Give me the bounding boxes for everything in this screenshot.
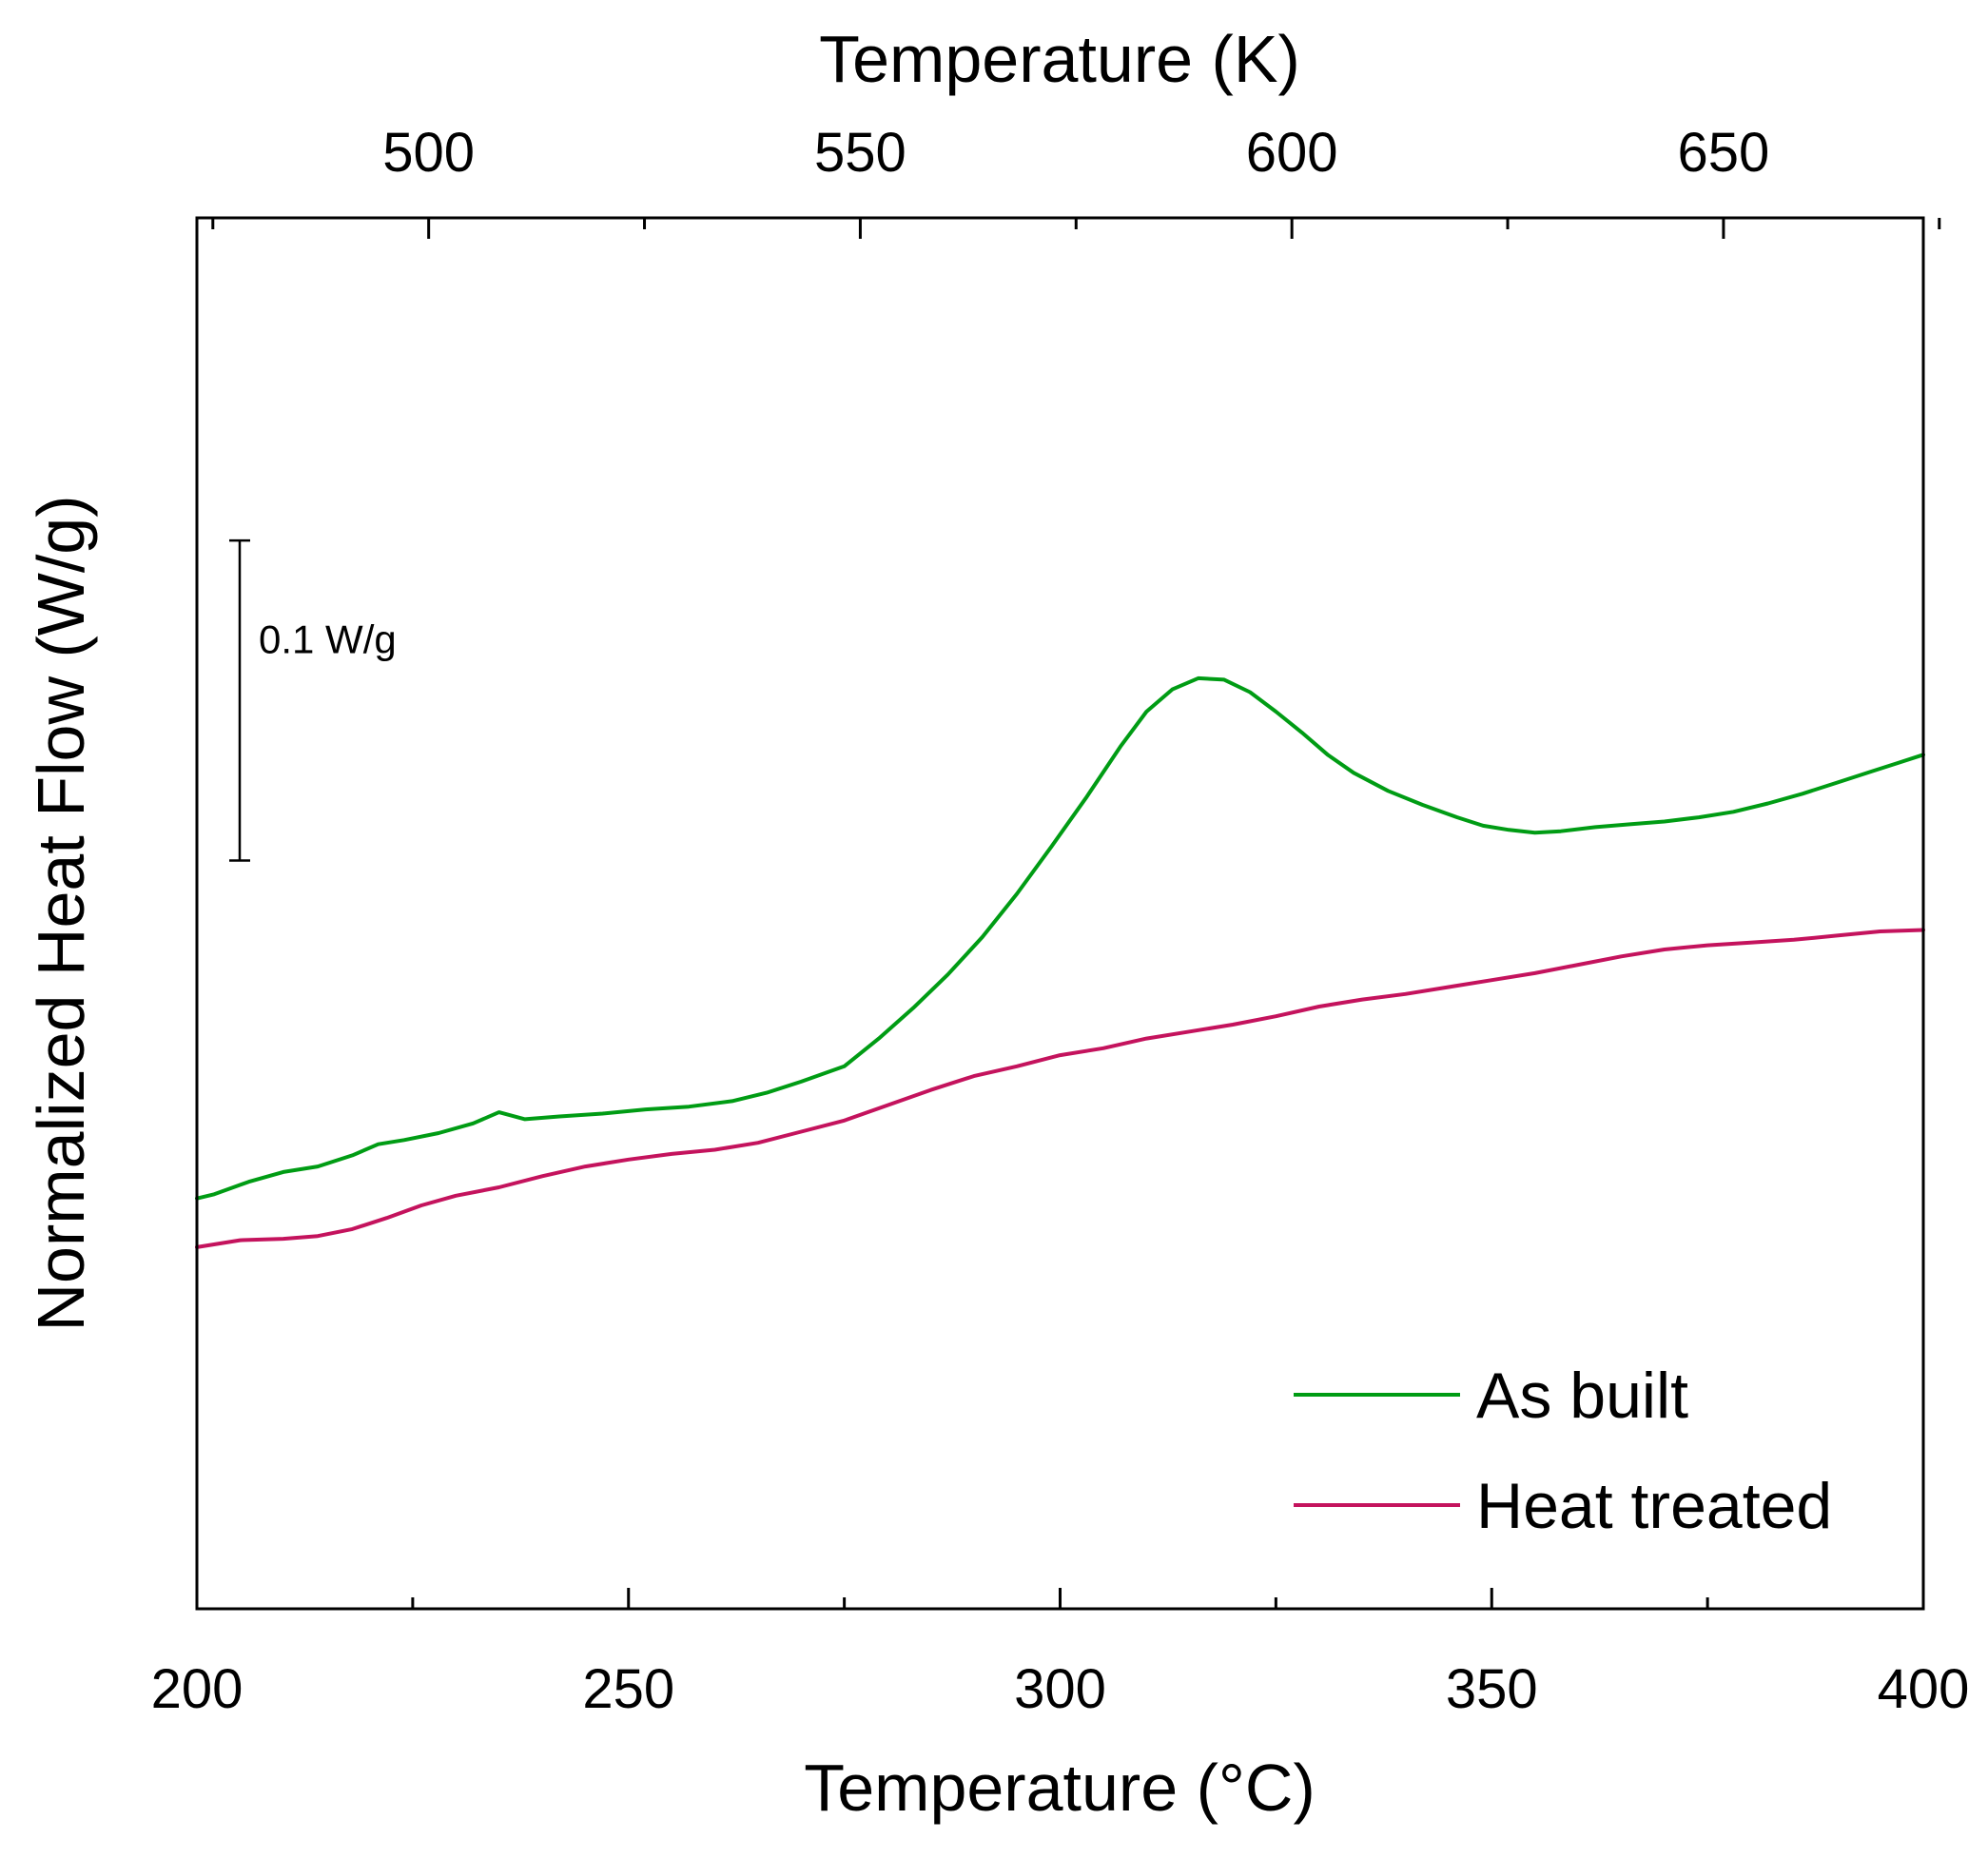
scale-bar: 0.1 W/g <box>229 538 397 862</box>
scale-bar-label: 0.1 W/g <box>259 616 397 661</box>
legend-label-heat-treated: Heat treated <box>1476 1470 1832 1542</box>
x-tick-label: 350 <box>1446 1658 1538 1720</box>
x2-axis-title: Temperature (K) <box>819 22 1300 96</box>
tick-layer: 200 250 300 350 400 500 550 600 650 <box>151 122 1970 1720</box>
series-line-heat-treated <box>195 928 1925 1249</box>
plot-background <box>197 218 1923 1609</box>
x2-tick-label: 600 <box>1246 122 1338 184</box>
x2-tick-label: 650 <box>1678 122 1770 184</box>
x-tick-label: 300 <box>1014 1658 1106 1720</box>
y-axis-title: Normalized Heat Flow (W/g) <box>24 495 98 1331</box>
x2-tick-label: 500 <box>382 122 475 184</box>
x-axis-title: Temperature (°C) <box>804 1751 1316 1825</box>
legend-label-as-built: As built <box>1476 1360 1688 1432</box>
x-tick-label: 250 <box>582 1658 674 1720</box>
x-tick-label: 200 <box>151 1658 244 1720</box>
series-line-as-built <box>195 675 1925 1201</box>
legend: As built Heat treated <box>1294 1360 1832 1542</box>
series-layer <box>195 675 1925 1249</box>
x-tick-label: 400 <box>1878 1658 1970 1720</box>
x2-tick-label: 550 <box>814 122 906 184</box>
